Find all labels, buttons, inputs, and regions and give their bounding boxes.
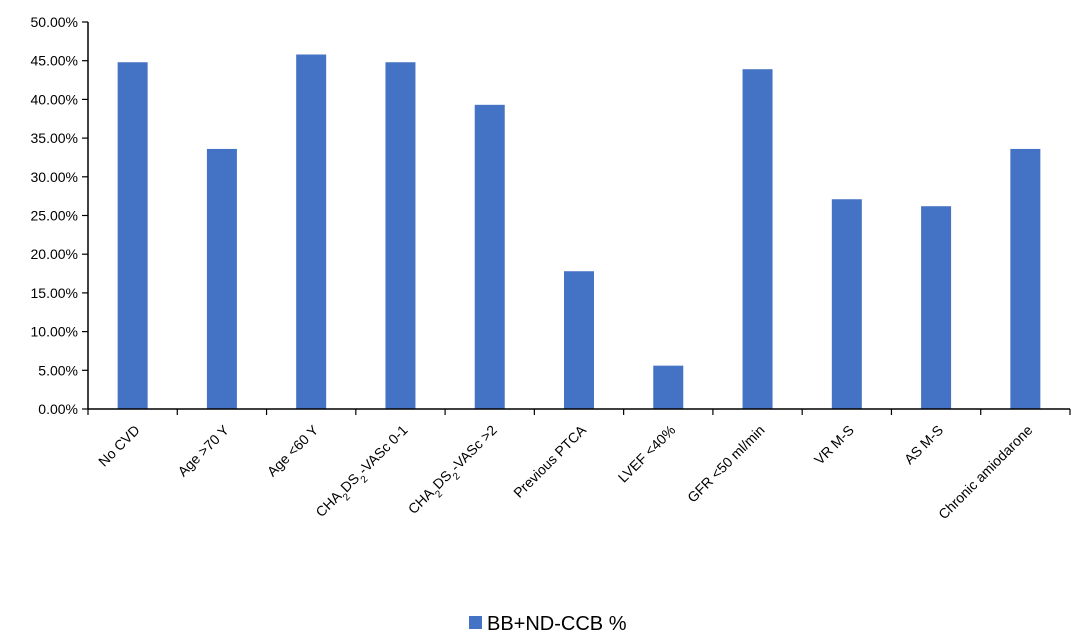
legend-label: BB+ND-CCB %: [487, 613, 627, 634]
x-category-label: CHA2DS2-VASc >2: [405, 422, 504, 521]
bar-6: [564, 271, 594, 409]
y-tick-label: 25.00%: [31, 208, 78, 224]
bar-9: [831, 199, 862, 409]
y-tick-label: 10.00%: [31, 324, 78, 340]
y-tick-label: 45.00%: [31, 53, 78, 69]
bar-11: [1010, 148, 1041, 409]
y-axis-ticks: 0.00% 5.00% 10.00% 15.00% 20.00% 25.00% 30.00%…: [31, 14, 88, 417]
bar-4: [385, 62, 416, 410]
x-category-label: Age >70 Y: [174, 421, 232, 479]
y-tick-label: 50.00%: [31, 14, 78, 30]
x-category-label: Previous PTCA: [510, 421, 589, 500]
bar-1: [117, 62, 148, 410]
x-category-label: AS M-S: [901, 422, 946, 467]
x-category-label: VR M-S: [811, 422, 857, 468]
x-category-label: CHA2DS2-VASc 0-1: [312, 422, 414, 524]
bar-5: [474, 104, 505, 410]
y-tick-label: 20.00%: [31, 246, 78, 262]
x-axis-ticks: [87, 409, 1071, 415]
legend-swatch: [469, 616, 482, 629]
bar-2: [206, 148, 237, 409]
y-tick-label: 40.00%: [31, 91, 78, 107]
x-category-label: No CVD: [95, 422, 143, 470]
y-tick-label: 15.00%: [31, 285, 78, 301]
legend: BB+ND-CCB %: [469, 613, 627, 634]
x-category-label: LVEF <40%: [615, 422, 679, 486]
y-tick-label: 30.00%: [31, 169, 78, 185]
bar-10: [921, 206, 952, 409]
x-category-label: Chronic amiodarone: [935, 422, 1036, 523]
bars: [117, 54, 1041, 410]
x-category-label: GFR <50 ml/min: [684, 422, 768, 506]
bar-7: [653, 365, 684, 409]
y-tick-label: 0.00%: [38, 401, 78, 417]
y-tick-label: 35.00%: [31, 130, 78, 146]
bar-8: [742, 69, 773, 410]
bar-3: [296, 54, 327, 410]
y-tick-label: 5.00%: [38, 362, 78, 378]
x-category-label: Age <60 Y: [264, 421, 322, 479]
